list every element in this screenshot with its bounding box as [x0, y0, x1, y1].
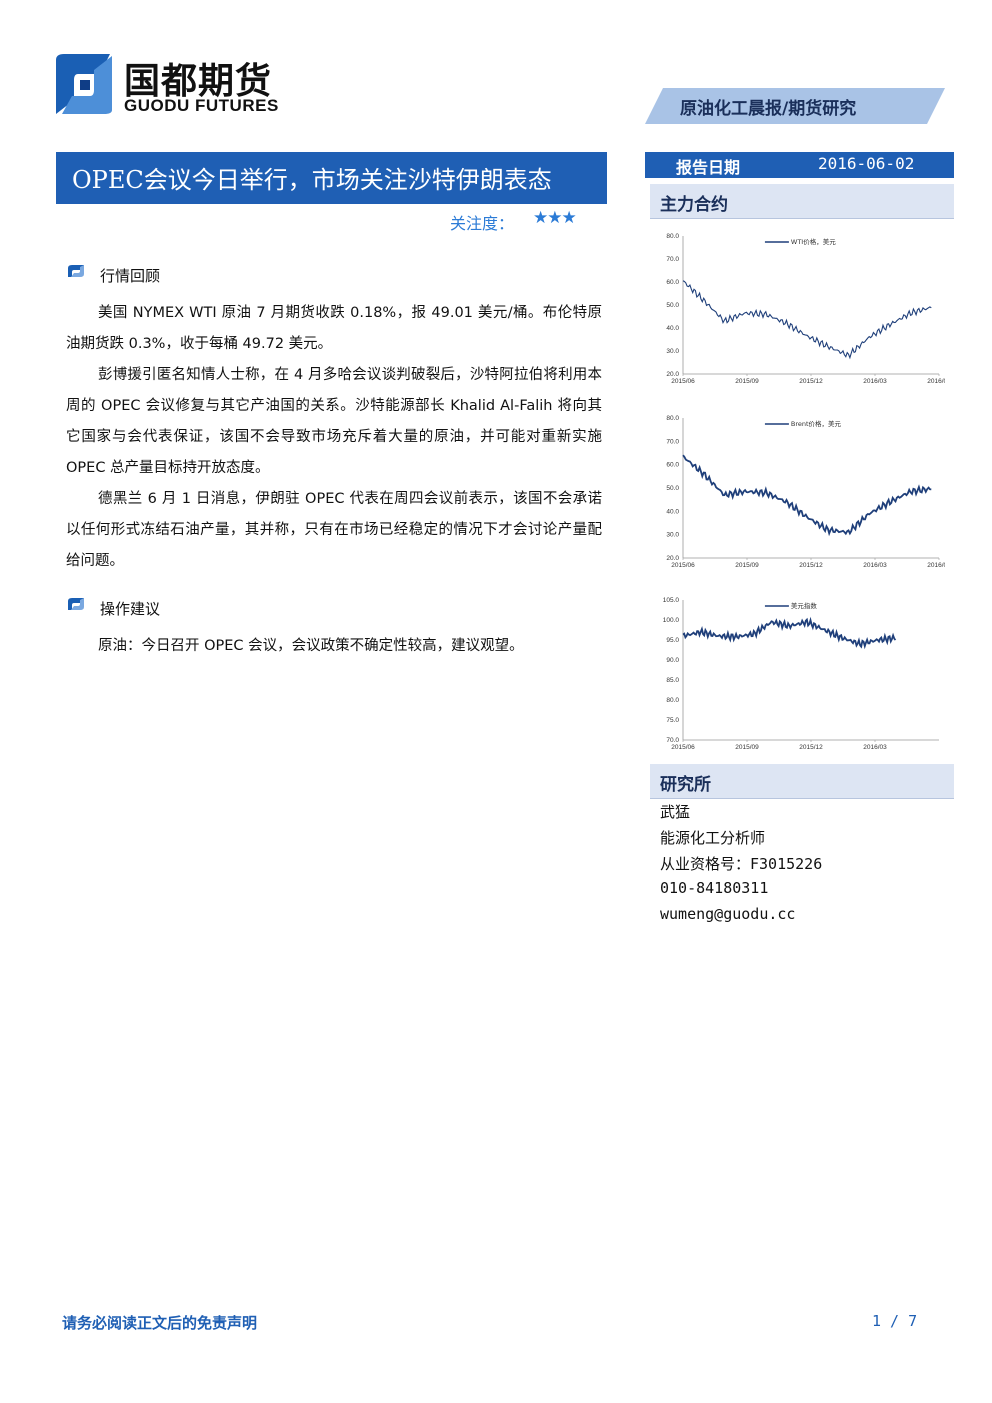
report-date-value: 2016-06-02	[818, 154, 915, 173]
page-number: 1 / 7	[872, 1312, 918, 1330]
star-icon: ★	[533, 208, 548, 228]
y-tick-label: 90.0	[666, 657, 679, 664]
series-line	[682, 280, 932, 360]
y-tick-label: 50.0	[666, 485, 679, 492]
y-tick-label: 75.0	[666, 717, 679, 724]
logo-english-name: GUODU FUTURES	[124, 96, 279, 115]
logo-chinese-name: 国都期货	[124, 61, 273, 102]
research-heading: 研究所	[660, 775, 711, 795]
y-tick-label: 80.0	[666, 233, 679, 240]
wti-price-chart: 20.0 30.0 40.0 50.0 60.0 70.0 80.0 2015/06 2015/…	[666, 233, 945, 385]
x-tick-label: 2015/06	[671, 562, 695, 569]
section-bullet-icon	[68, 598, 84, 610]
contracts-heading-bar	[650, 184, 954, 219]
legend-label: Brent价格，美元	[791, 419, 842, 428]
x-tick-label: 2016/03	[863, 744, 887, 751]
y-tick-label: 30.0	[666, 532, 679, 539]
star-icon: ★	[561, 208, 577, 228]
y-tick-label: 20.0	[666, 371, 679, 378]
series-line	[682, 616, 897, 650]
y-tick-label: 95.0	[666, 637, 679, 644]
y-tick-label: 70.0	[666, 438, 679, 445]
y-tick-label: 80.0	[666, 415, 679, 422]
legend-label: WTI价格，美元	[791, 237, 836, 246]
legend-label: 美元指数	[791, 601, 818, 610]
series-line	[682, 454, 932, 537]
analyst-phone: 010-84180311	[660, 879, 769, 897]
y-tick-label: 50.0	[666, 302, 679, 309]
paragraph: 彭博援引匿名知情人士称，在 4 月多哈会议谈判破裂后，沙特阿拉伯将利用本周的 O…	[66, 367, 602, 476]
y-tick-label: 80.0	[666, 697, 679, 704]
report-type-banner	[645, 88, 945, 124]
analyst-license: 从业资格号：F3015226	[660, 855, 823, 873]
paragraph: 德黑兰 6 月 1 日消息，伊朗驻 OPEC 代表在周四会议前表示，该国不会承诺…	[66, 491, 602, 569]
report-type-label: 原油化工晨报/期货研究	[680, 99, 857, 119]
y-tick-label: 70.0	[666, 737, 679, 744]
title-bar	[56, 152, 607, 204]
x-tick-label: 2015/09	[735, 378, 759, 385]
y-tick-label: 70.0	[666, 256, 679, 263]
x-tick-label: 2015/09	[735, 744, 759, 751]
paragraph: 原油：今日召开 OPEC 会议，会议政策不确定性较高，建议观望。	[98, 638, 524, 654]
x-tick-label: 2015/12	[799, 744, 823, 751]
star-icon: ★	[547, 208, 562, 228]
guodu-logo-mark	[56, 54, 112, 114]
contracts-heading: 主力合约	[660, 195, 728, 215]
section-bullet-icon	[68, 265, 84, 277]
y-tick-label: 40.0	[666, 325, 679, 332]
y-tick-label: 30.0	[666, 348, 679, 355]
section-heading-market-review: 行情回顾	[100, 267, 161, 285]
y-tick-label: 20.0	[666, 555, 679, 562]
attention-stars: ★★★	[533, 208, 577, 228]
x-tick-label: 2015/12	[799, 378, 823, 385]
x-tick-label: 2016/06	[927, 378, 945, 385]
y-tick-label: 60.0	[666, 279, 679, 286]
paragraph: 美国 NYMEX WTI 原油 7 月期货收跌 0.18%，报 49.01 美元…	[66, 305, 602, 352]
y-tick-label: 100.0	[663, 617, 680, 624]
x-tick-label: 2015/12	[799, 562, 823, 569]
dollar-index-chart: 70.0 75.0 80.0 85.0 90.0 95.0 100.0 105.0 2015/0…	[663, 597, 939, 751]
y-tick-label: 105.0	[663, 597, 680, 604]
x-tick-label: 2015/09	[735, 562, 759, 569]
report-title: OPEC会议今日举行，市场关注沙特伊朗表态	[72, 166, 552, 194]
disclaimer-notice[interactable]: 请务必阅读正文后的免责声明	[62, 1314, 258, 1332]
x-tick-label: 2016/03	[863, 378, 887, 385]
analyst-email[interactable]: wumeng@guodu.cc	[660, 905, 796, 923]
x-tick-label: 2016/03	[863, 562, 887, 569]
x-tick-label: 2016/06	[927, 562, 945, 569]
x-tick-label: 2015/06	[671, 744, 695, 751]
analyst-title: 能源化工分析师	[660, 829, 766, 847]
y-tick-label: 60.0	[666, 462, 679, 469]
research-heading-bar	[650, 764, 954, 799]
date-bar	[645, 152, 954, 178]
report-date-label: 报告日期	[676, 158, 741, 177]
x-tick-label: 2015/06	[671, 378, 695, 385]
y-tick-label: 85.0	[666, 677, 679, 684]
analyst-name: 武猛	[660, 803, 691, 821]
section-heading-suggestion: 操作建议	[100, 600, 161, 618]
brent-price-chart: 20.0 30.0 40.0 50.0 60.0 70.0 80.0 2015/06 2015/…	[666, 415, 945, 569]
attention-label: 关注度：	[450, 214, 515, 233]
y-tick-label: 40.0	[666, 508, 679, 515]
